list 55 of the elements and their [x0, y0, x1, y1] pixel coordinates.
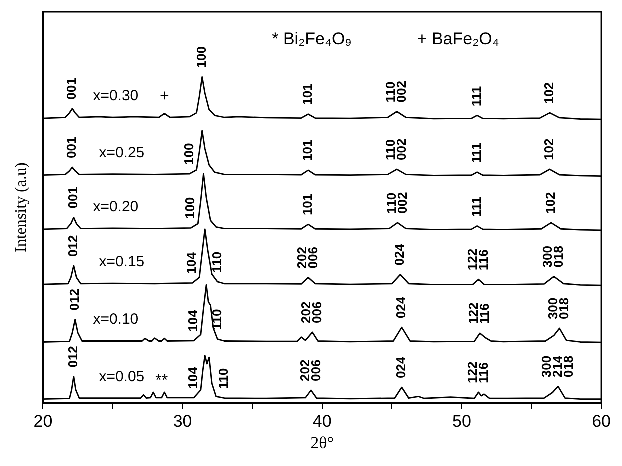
annotation: 300 018 — [540, 246, 566, 268]
annotation: 110 002 — [383, 138, 410, 160]
x-tick-label: 30 — [173, 412, 192, 432]
annotation: 111 — [468, 143, 484, 164]
x-tick-label: 20 — [34, 412, 53, 432]
annotation: 024 — [394, 356, 409, 379]
x-tick-label: 40 — [312, 412, 332, 432]
annotation: 110 002 — [383, 81, 410, 103]
annotation: 100 — [182, 197, 198, 220]
annotation: 012 — [65, 235, 80, 257]
annotation: 300 018 — [546, 298, 572, 320]
annotation: 001 — [64, 78, 80, 100]
annotation: 202 006 — [297, 360, 324, 382]
annotation: 122 116 — [464, 362, 491, 384]
annotation: 111 — [468, 86, 484, 107]
annotation: 102 — [542, 192, 558, 214]
annotation: 104 — [186, 309, 201, 332]
annotation: 024 — [392, 243, 408, 266]
annotation: 024 — [394, 296, 409, 319]
annotation: 101 — [300, 84, 315, 106]
annotation: + — [160, 88, 170, 106]
x-axis-title: 2θ° — [310, 433, 334, 452]
annotation: 101 — [300, 140, 315, 162]
annotation: 012 — [66, 289, 82, 311]
x-tick-label: 50 — [452, 412, 472, 432]
annotation: 110 002 — [384, 192, 410, 214]
annotation: 001 — [65, 187, 80, 209]
annotation: 110 — [209, 252, 224, 273]
series-label: x=0.20 — [93, 198, 139, 216]
annotation: 202 006 — [298, 302, 325, 324]
annotation: 104 — [184, 252, 200, 274]
series-label: x=0.25 — [99, 144, 145, 162]
annotation: 100 — [181, 143, 196, 166]
annotation: 001 — [64, 136, 80, 158]
annotation: ** — [156, 372, 168, 390]
y-axis-title: Intensity (a.u) — [12, 162, 30, 252]
text: + BaFe₂O₄ — [417, 30, 500, 49]
annotation: 104 — [186, 366, 201, 389]
annotation: 122 116 — [464, 248, 491, 271]
annotation: 102 — [541, 82, 556, 104]
text: * Bi₂Fe₄O₉ — [272, 30, 352, 49]
x-tick-label: 60 — [592, 412, 612, 432]
series-label: x=0.30 — [93, 88, 139, 105]
annotation: 110 — [216, 368, 232, 390]
annotation: 122 116 — [466, 302, 492, 324]
annotation: 100 — [194, 46, 209, 68]
annotation: 102 — [541, 138, 556, 160]
annotation: 202 006 — [294, 246, 320, 269]
annotation: 101 — [300, 194, 315, 216]
series-label: x=0.10 — [93, 311, 139, 328]
series-label: x=0.05 — [99, 368, 145, 386]
annotation: 012 — [65, 346, 80, 368]
annotation: 300 214 018 — [538, 355, 576, 378]
series-label: x=0.15 — [99, 254, 145, 271]
annotation: 111 — [468, 196, 484, 218]
